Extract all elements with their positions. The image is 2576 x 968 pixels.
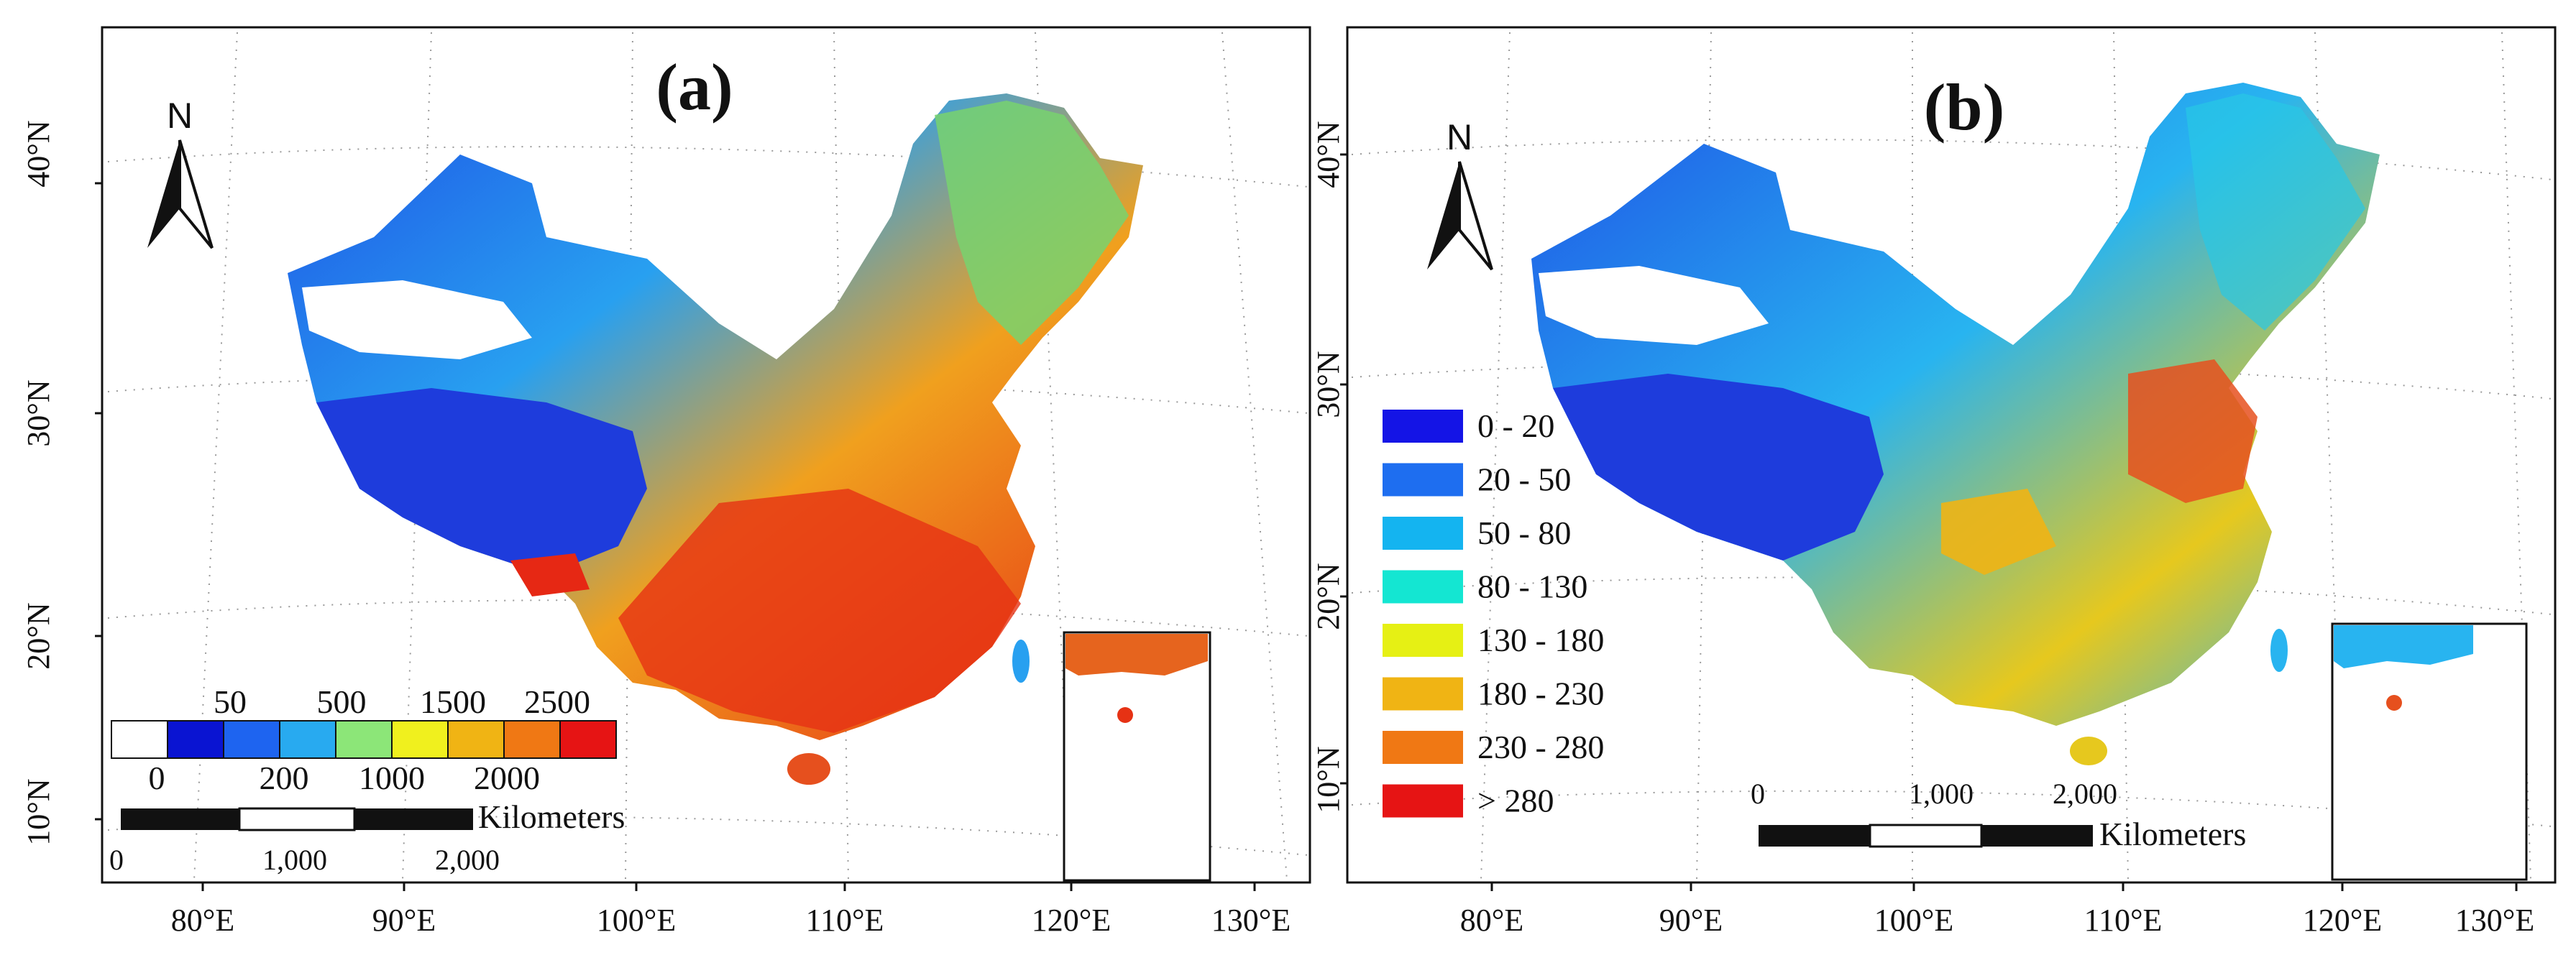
panel-b-legend-swatch (1383, 570, 1463, 604)
panel-b-legend-label: 230 - 280 (1477, 729, 1604, 765)
panel-b-lon-tick: 130°E (2455, 903, 2534, 938)
panel-a-inset-island (1117, 707, 1133, 723)
panel-a-tarim-basin (302, 280, 532, 359)
panel-a-southeast (618, 489, 1021, 733)
panel-a-lat-tick: 20°N (21, 602, 56, 669)
panel-a-legend-swatch (559, 720, 617, 759)
panel-a-lon-axis: 80°E 90°E 100°E 110°E 120°E 130°E (171, 882, 1291, 938)
panel-b-north-label: N (1447, 117, 1472, 157)
panel-a-lat-tick: 10°N (21, 778, 56, 845)
panel-b-inset-map (2334, 625, 2473, 668)
panel-b-tibet-region (1553, 374, 1884, 561)
panel-b-lon-tick: 100°E (1874, 903, 1953, 938)
panel-b-legend-label: > 280 (1477, 783, 1554, 819)
panel-a-legend-bottom-label: 1000 (359, 760, 425, 796)
panel-b-legend-swatch (1383, 784, 1463, 818)
panel-b-north-arrow: N (1427, 117, 1493, 271)
panel-a-legend-swatch (391, 720, 449, 759)
panel-a-legend-swatch (279, 720, 336, 759)
panel-a-legend-swatch (503, 720, 561, 759)
panel-a-scale-unit: Kilometers (478, 798, 625, 835)
panel-b-lat-axis: 40°N 30°N 20°N 10°N (1311, 121, 1347, 813)
panel-b-title: (b) (1924, 70, 2004, 144)
panel-a-legend-swatch (111, 720, 168, 759)
panel-b-legend-swatch (1383, 463, 1463, 497)
panel-b-legend-label: 130 - 180 (1477, 622, 1604, 658)
panel-b-legend: 0 - 20 20 - 50 50 - 80 80 - 130 130 - 180 180… (1383, 407, 1604, 819)
panel-a-west-red (510, 553, 590, 596)
panel-a-legend: 50 500 1500 2500 0 200 1000 2000 (111, 683, 617, 796)
panel-b-scale-label: 0 (1751, 778, 1765, 810)
panel-a-lon-tick: 100°E (597, 903, 676, 938)
panel-a-legend-swatch (335, 720, 393, 759)
panel-a-scale-label: 1,000 (262, 844, 327, 876)
panel-b-legend-swatch (1383, 677, 1463, 711)
panel-b-legend-swatch (1383, 410, 1463, 443)
panel-a-lat-axis: 40°N 30°N 20°N 10°N (21, 120, 102, 846)
panel-b-tarim-basin (1539, 266, 1769, 345)
panel-b-sichuan (1941, 489, 2056, 575)
panel-a-legend-top-label: 500 (317, 683, 367, 720)
panel-b-scale-unit: Kilometers (2099, 816, 2246, 852)
panel-b-lat-tick: 40°N (1311, 121, 1346, 188)
panel-a-northeast (935, 101, 1129, 345)
panel-b-lat-tick: 30°N (1311, 351, 1346, 418)
panel-a-legend-swatch (223, 720, 280, 759)
panel-b-legend-label: 80 - 130 (1477, 568, 1587, 605)
panel-b-legend-label: 20 - 50 (1477, 461, 1571, 498)
panel-b-hainan (2070, 737, 2107, 765)
panel-a-legend-top-label: 1500 (420, 683, 486, 720)
panel-b-scale-label: 2,000 (2053, 778, 2117, 810)
panel-a-legend-top-label: 2500 (524, 683, 590, 720)
panel-a-hainan (787, 753, 830, 785)
panel-b-lat-tick: 10°N (1311, 746, 1346, 813)
panel-a-scale-label: 2,000 (435, 844, 500, 876)
panel-a-legend-bottom-label: 0 (149, 760, 165, 796)
panel-a-lon-tick: 130°E (1211, 903, 1291, 938)
panel-a-lon-tick: 90°E (372, 903, 436, 938)
panel-b-legend-label: 180 - 230 (1477, 676, 1604, 712)
panel-b-lon-axis: 80°E 90°E 100°E 110°E 120°E 130°E (1460, 882, 2534, 938)
panel-a-lat-tick: 30°N (21, 379, 56, 446)
panel-a-lon-tick: 110°E (806, 903, 884, 938)
panel-b-legend-label: 0 - 20 (1477, 407, 1554, 444)
panel-a-lon-tick: 80°E (171, 903, 234, 938)
panel-a-legend-bottom-label: 2000 (474, 760, 540, 796)
panel-a-north-arrow: N (147, 96, 214, 249)
panel-b-legend-label: 50 - 80 (1477, 515, 1571, 551)
panel-a-north-label: N (167, 96, 193, 136)
panel-b: 40°N 30°N 20°N 10°N 80°E 90°E 100°E 110°… (1311, 26, 2557, 938)
panel-b-lon-tick: 80°E (1460, 903, 1523, 938)
panel-b-china-map (1531, 83, 2380, 726)
panel-a-scale-label: 0 (109, 844, 124, 876)
panel-a-lon-tick: 120°E (1032, 903, 1111, 938)
panel-b-inset-frame (2331, 622, 2528, 881)
panel-a-scale-bar: Kilometers 0 1,000 2,000 (109, 798, 625, 876)
panel-a-title: (a) (656, 50, 733, 124)
panel-b-scale-bar: Kilometers 0 1,000 2,000 (1751, 778, 2246, 852)
panel-a: 40°N 30°N 20°N 10°N 80°E 90°E 100°E 110°… (21, 26, 1311, 938)
panel-b-lon-tick: 110°E (2084, 903, 2163, 938)
panel-b-lat-tick: 20°N (1311, 563, 1346, 630)
panel-a-taiwan (1012, 640, 1030, 683)
panel-a-tibet-region (316, 388, 647, 575)
panel-b-northeast (2186, 93, 2365, 331)
panel-b-legend-swatch (1383, 731, 1463, 764)
panel-a-legend-top-label: 50 (214, 683, 247, 720)
panel-b-inset-island (2386, 695, 2402, 711)
panel-a-legend-swatch (447, 720, 505, 759)
panel-a-legend-bottom-label: 200 (260, 760, 309, 796)
panel-b-north-china-plain (2128, 359, 2258, 503)
panel-a-legend-swatch (167, 720, 224, 759)
panel-a-lat-tick: 40°N (21, 120, 56, 187)
panel-b-legend-swatch (1383, 624, 1463, 657)
panel-b-lon-tick: 90°E (1659, 903, 1723, 938)
panel-b-taiwan (2270, 629, 2288, 672)
panel-a-inset-map (1065, 634, 1208, 676)
panel-b-legend-swatch (1383, 517, 1463, 550)
panel-b-lon-tick: 120°E (2303, 903, 2382, 938)
panel-b-scale-label: 1,000 (1909, 778, 1974, 810)
